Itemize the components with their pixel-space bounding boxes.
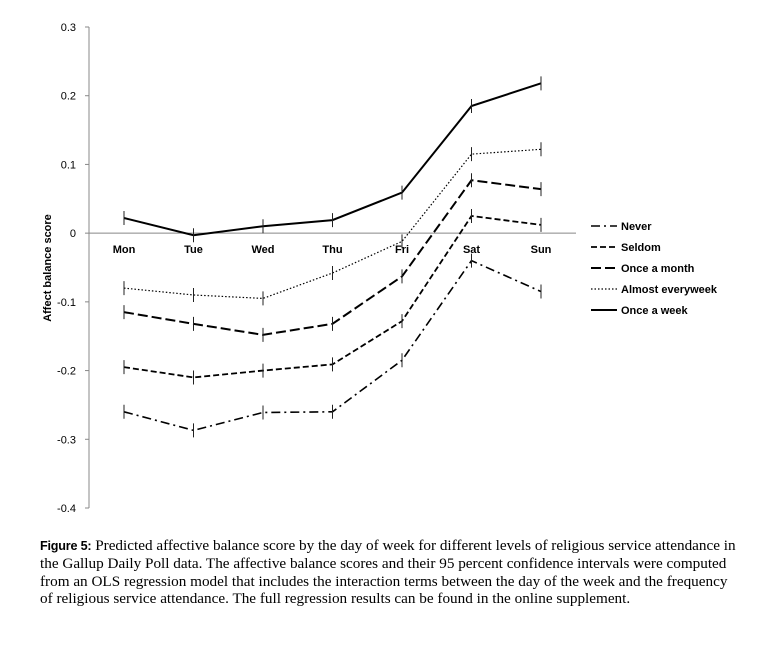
x-tick-label: Wed — [251, 244, 274, 256]
series-line-once-a-month — [123, 179, 542, 336]
legend-label-once-a-week: Once a week — [621, 305, 689, 317]
y-axis-label: Affect balance score — [42, 214, 54, 322]
y-tick-labels: 0.3 0.2 0.1 0 -0.1 -0.2 -0.3 -0.4 — [57, 22, 76, 515]
y-tick-label: 0.1 — [61, 159, 76, 171]
y-tick-label: 0 — [70, 228, 76, 240]
series-line-once-a-week — [123, 82, 542, 237]
x-tick-label: Tue — [184, 244, 203, 256]
legend-label-seldom: Seldom — [621, 242, 661, 254]
legend-label-once-a-month: Once a month — [621, 263, 695, 275]
x-tick-label: Mon — [113, 244, 136, 256]
y-tick-label: -0.2 — [57, 366, 76, 378]
series-line-seldom — [123, 215, 542, 379]
caption-text: Predicted affective balance score by the… — [40, 537, 736, 608]
x-tick-label: Sat — [463, 244, 480, 256]
x-tick-label: Thu — [322, 244, 342, 256]
axes — [85, 26, 576, 509]
y-tick-label: -0.3 — [57, 434, 76, 446]
x-tick-label: Sun — [531, 244, 552, 256]
line-chart: Affect balance score 0.3 0.2 0.1 0 -0.1 -0.2 -… — [42, 22, 718, 515]
y-tick-label: -0.1 — [57, 297, 76, 309]
legend-label-never: Never — [621, 221, 652, 233]
legend: Never Seldom Once a month Almost everyweek O… — [591, 221, 718, 317]
legend-label-almost-everyweek: Almost everyweek — [621, 284, 718, 296]
y-tick-label: 0.3 — [61, 22, 76, 34]
figure-caption: Figure 5: Predicted affective balance sc… — [40, 537, 740, 608]
y-tick-label: -0.4 — [57, 503, 76, 515]
x-tick-label: Fri — [395, 244, 409, 256]
caption-label: Figure 5: — [40, 539, 92, 553]
y-tick-label: 0.2 — [61, 91, 76, 103]
x-tick-labels: Mon Tue Wed Thu Fri Sat Sun — [113, 244, 552, 256]
series-lines — [123, 76, 542, 438]
